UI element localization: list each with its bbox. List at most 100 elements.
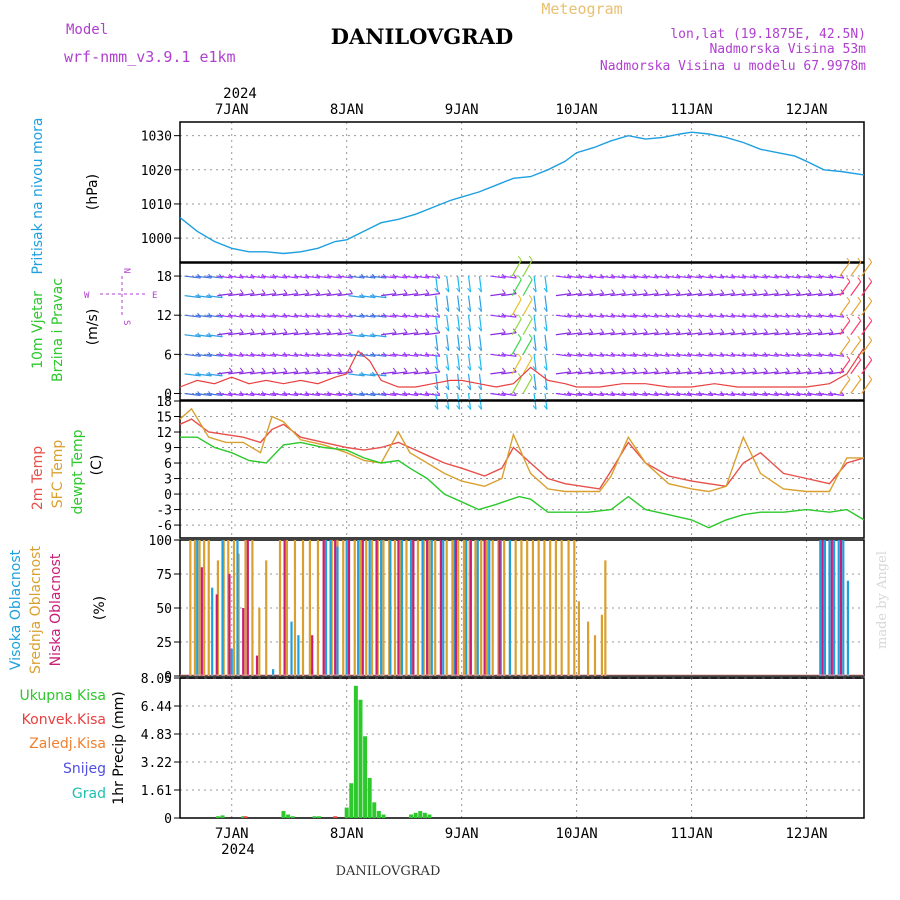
- wind-barb-flag: [478, 287, 482, 293]
- wind-barb-flag: [517, 255, 522, 261]
- wind-barb: [665, 275, 681, 279]
- wind-barb: [250, 392, 266, 397]
- wind-barb: [763, 332, 779, 336]
- sfc-temp-axis-title: SFC Temp: [50, 440, 66, 509]
- precip-bar-total_precip: [281, 811, 286, 818]
- wind-barb-flag: [445, 366, 450, 371]
- wind-barb-flag: [478, 385, 482, 391]
- wind-barb: [752, 314, 768, 318]
- wind-barb: [566, 293, 582, 297]
- wind-barb: [490, 314, 506, 318]
- wind-ytick-label-2: 12: [156, 309, 172, 324]
- wind-barb-flag: [434, 346, 439, 352]
- legend-frozen-precip: Zaledj.Kisa: [29, 736, 106, 752]
- wind-barb-flag: [512, 352, 517, 357]
- wind-barb: [796, 275, 812, 279]
- wind-barb: [599, 275, 615, 279]
- wind-barb: [839, 261, 851, 277]
- wind-barb-flag: [316, 328, 321, 334]
- wind-barb: [348, 392, 365, 397]
- wind-barb-flag: [305, 367, 310, 373]
- wind-barb-flag: [414, 367, 419, 373]
- wind-barb: [326, 392, 342, 397]
- wind-barb: [381, 392, 397, 397]
- wind-barb-flag: [434, 366, 439, 371]
- wind-barb: [370, 314, 387, 318]
- wind-barb: [282, 392, 298, 397]
- wind-barb: [730, 332, 746, 336]
- wind-barb: [621, 392, 637, 397]
- wind-barb-flag: [501, 328, 506, 334]
- wind-barb: [839, 339, 851, 355]
- wind-barb: [577, 371, 593, 375]
- wind-barb: [490, 332, 506, 336]
- wind-barb-flag: [532, 346, 537, 352]
- wind-barb-flag: [239, 289, 244, 294]
- wind-barb: [457, 373, 461, 390]
- temperature-series-dewpoint: [180, 436, 865, 529]
- wind-barb-flag: [467, 287, 471, 293]
- wind-barb: [708, 314, 724, 318]
- wind-barb: [402, 353, 419, 357]
- wind-barb: [807, 275, 823, 279]
- wind-barb-flag: [622, 328, 626, 334]
- high-cloud-axis-title: Visoka Oblacnost: [8, 549, 24, 670]
- wind-barb: [402, 314, 419, 318]
- wind-barb-flag: [228, 367, 233, 373]
- wind-barb-flag: [633, 328, 637, 334]
- wind-barb-flag: [517, 334, 522, 339]
- wind-barb-flag: [567, 328, 572, 334]
- wind-barb: [359, 275, 376, 279]
- wind-barb: [478, 334, 483, 351]
- wind-barb: [381, 353, 397, 357]
- wind-barb-flag: [392, 289, 397, 294]
- wind-barb-flag: [528, 255, 533, 261]
- wind-barb: [348, 373, 365, 377]
- wind-barb: [533, 295, 537, 312]
- wind-barb: [621, 371, 637, 375]
- wind-barb: [697, 293, 713, 297]
- wind-barb: [850, 320, 862, 336]
- pressure-ytick-label-2: 1020: [141, 164, 172, 179]
- wind-barb: [817, 371, 834, 375]
- wind-barb: [478, 354, 483, 371]
- wind-barb-flag: [467, 405, 471, 410]
- wind-barb: [402, 293, 419, 297]
- precip-bar-total_precip: [353, 685, 358, 818]
- wind-barb-flag: [434, 307, 439, 312]
- wind-barb-flag: [829, 289, 834, 294]
- wind-barb: [217, 293, 233, 297]
- wind-barb: [446, 354, 450, 371]
- wind-barb-flag: [294, 367, 299, 373]
- wind-barb: [195, 353, 212, 357]
- wind-barb: [392, 275, 408, 279]
- precip-bar-total_precip: [427, 814, 432, 818]
- wind-barb: [413, 275, 430, 279]
- wind-barb: [675, 371, 692, 375]
- low-cloud-axis-title: Niska Oblacnost: [48, 553, 64, 666]
- wind-barb: [610, 371, 626, 375]
- wind-barb-flag: [633, 367, 637, 373]
- wind-barb-flag: [436, 273, 441, 279]
- bottom-day-label-1: 8JAN: [330, 826, 364, 842]
- wind-barb: [610, 392, 626, 397]
- wind-barb: [719, 353, 735, 357]
- wind-barb: [719, 392, 735, 397]
- wind-barb: [402, 371, 419, 375]
- wind-barb-flag: [698, 289, 703, 294]
- wind-barb: [228, 353, 244, 357]
- wind-barb: [752, 371, 768, 375]
- wind-barb: [665, 332, 681, 336]
- wind-barb-flag: [478, 405, 482, 410]
- wind-barb: [195, 295, 212, 299]
- wind-barb-flag: [643, 328, 648, 334]
- wind-barb: [544, 373, 548, 390]
- wind-barb-flag: [250, 367, 255, 373]
- wind-barb: [686, 332, 703, 336]
- wind-barb: [206, 334, 223, 338]
- wind-barb: [446, 295, 450, 312]
- wind-barb: [708, 353, 724, 357]
- wind-barb: [250, 314, 266, 318]
- precip-bar-total_precip: [376, 811, 381, 818]
